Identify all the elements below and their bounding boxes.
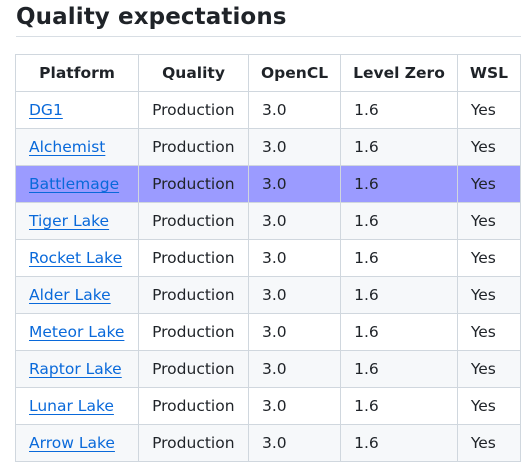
platform-link[interactable]: Alder Lake [29, 286, 111, 304]
table-header: Platform Quality OpenCL Level Zero WSL [14, 54, 521, 92]
platform-link[interactable]: DG1 [29, 101, 63, 119]
table-row: Arrow Lake Production 3.0 1.6 Yes [14, 424, 521, 462]
table-row-highlighted: Battlemage Production 3.0 1.6 Yes [14, 165, 521, 203]
opencl-cell: 3.0 [247, 202, 342, 240]
platform-link[interactable]: Raptor Lake [29, 360, 122, 378]
quality-table: Platform Quality OpenCL Level Zero WSL D… [14, 54, 521, 462]
column-header-level-zero: Level Zero [340, 54, 458, 92]
level-zero-cell: 1.6 [340, 165, 458, 203]
quality-cell: Production [138, 165, 249, 203]
wsl-cell: Yes [456, 313, 521, 351]
quality-cell: Production [138, 424, 249, 462]
level-zero-cell: 1.6 [340, 128, 458, 166]
platform-link[interactable]: Arrow Lake [29, 434, 115, 452]
column-header-wsl: WSL [456, 54, 521, 92]
column-header-quality: Quality [138, 54, 249, 92]
platform-cell: Battlemage [14, 165, 140, 203]
platform-link[interactable]: Alchemist [29, 138, 106, 156]
table-row: Alder Lake Production 3.0 1.6 Yes [14, 276, 521, 314]
table-row: Lunar Lake Production 3.0 1.6 Yes [14, 387, 521, 425]
platform-link[interactable]: Tiger Lake [29, 212, 110, 230]
table-row: Tiger Lake Production 3.0 1.6 Yes [14, 202, 521, 240]
platform-cell: Alchemist [14, 128, 140, 166]
wsl-cell: Yes [456, 424, 521, 462]
table-row: Rocket Lake Production 3.0 1.6 Yes [14, 239, 521, 277]
heading-divider [16, 36, 521, 37]
level-zero-cell: 1.6 [340, 350, 458, 388]
wsl-cell: Yes [456, 239, 521, 277]
column-header-platform: Platform [14, 54, 140, 92]
table-row: Raptor Lake Production 3.0 1.6 Yes [14, 350, 521, 388]
level-zero-cell: 1.6 [340, 424, 458, 462]
platform-cell: Tiger Lake [14, 202, 140, 240]
platform-cell: Alder Lake [14, 276, 140, 314]
platform-cell: Lunar Lake [14, 387, 140, 425]
quality-cell: Production [138, 313, 249, 351]
wsl-cell: Yes [456, 350, 521, 388]
opencl-cell: 3.0 [247, 165, 342, 203]
wsl-cell: Yes [456, 165, 521, 203]
quality-cell: Production [138, 91, 249, 129]
platform-cell: DG1 [14, 91, 140, 129]
level-zero-cell: 1.6 [340, 239, 458, 277]
level-zero-cell: 1.6 [340, 276, 458, 314]
level-zero-cell: 1.6 [340, 91, 458, 129]
quality-cell: Production [138, 387, 249, 425]
quality-cell: Production [138, 350, 249, 388]
level-zero-cell: 1.6 [340, 313, 458, 351]
platform-cell: Rocket Lake [14, 239, 140, 277]
wsl-cell: Yes [456, 202, 521, 240]
table-row: Meteor Lake Production 3.0 1.6 Yes [14, 313, 521, 351]
level-zero-cell: 1.6 [340, 387, 458, 425]
platform-link[interactable]: Lunar Lake [29, 397, 114, 415]
wsl-cell: Yes [456, 387, 521, 425]
opencl-cell: 3.0 [247, 350, 342, 388]
wsl-cell: Yes [456, 91, 521, 129]
opencl-cell: 3.0 [247, 387, 342, 425]
opencl-cell: 3.0 [247, 91, 342, 129]
section-heading: Quality expectations [16, 4, 287, 30]
opencl-cell: 3.0 [247, 424, 342, 462]
quality-cell: Production [138, 128, 249, 166]
platform-cell: Arrow Lake [14, 424, 140, 462]
opencl-cell: 3.0 [247, 239, 342, 277]
platform-link[interactable]: Battlemage [29, 175, 120, 193]
table-body: DG1 Production 3.0 1.6 Yes Alchemist Pro… [14, 91, 521, 462]
opencl-cell: 3.0 [247, 276, 342, 314]
quality-cell: Production [138, 202, 249, 240]
opencl-cell: 3.0 [247, 128, 342, 166]
table-row: DG1 Production 3.0 1.6 Yes [14, 91, 521, 129]
platform-link[interactable]: Meteor Lake [29, 323, 125, 341]
quality-cell: Production [138, 276, 249, 314]
header-row: Platform Quality OpenCL Level Zero WSL [14, 54, 521, 92]
level-zero-cell: 1.6 [340, 202, 458, 240]
platform-link[interactable]: Rocket Lake [29, 249, 123, 267]
column-header-opencl: OpenCL [247, 54, 342, 92]
wsl-cell: Yes [456, 128, 521, 166]
platform-cell: Raptor Lake [14, 350, 140, 388]
opencl-cell: 3.0 [247, 313, 342, 351]
quality-cell: Production [138, 239, 249, 277]
platform-cell: Meteor Lake [14, 313, 140, 351]
wsl-cell: Yes [456, 276, 521, 314]
table-row: Alchemist Production 3.0 1.6 Yes [14, 128, 521, 166]
